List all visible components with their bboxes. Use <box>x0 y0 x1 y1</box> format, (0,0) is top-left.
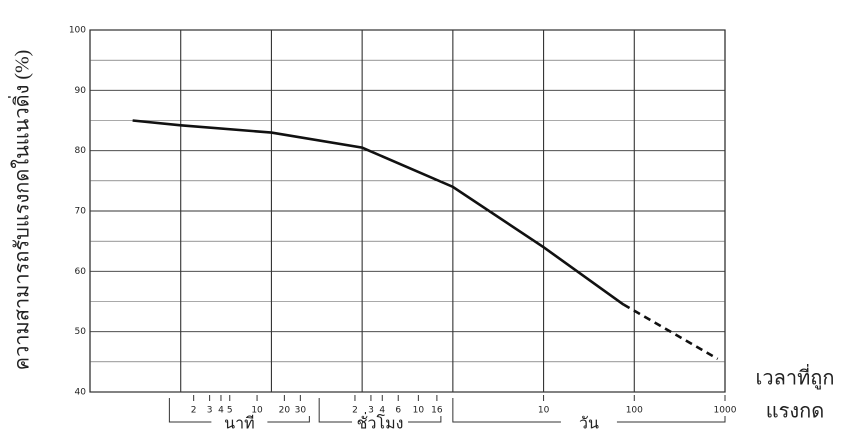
x-tick-label: 16 <box>431 406 443 416</box>
y-tick-label: 100 <box>69 26 86 36</box>
x-tick-label: 3 <box>368 406 374 416</box>
line <box>133 121 624 305</box>
x-tick-label: 10 <box>413 406 425 416</box>
y-axis-label: ความสามารถรับแรงกดในแนวดิ่ง (%) <box>8 50 34 371</box>
y-tick-label: 80 <box>75 146 87 156</box>
x-tick-label: 4 <box>218 406 224 416</box>
x-tick-label: 10 <box>538 406 550 416</box>
x-tick-label: 3 <box>207 406 213 416</box>
x-tick-label: 4 <box>379 406 385 416</box>
group-label: นาที <box>224 415 254 433</box>
x-tick-label: 2 <box>352 406 358 416</box>
group-label: วัน <box>579 416 599 433</box>
group-label: ชั่วโมง <box>357 412 404 433</box>
x-tick-label: 10 <box>251 406 263 416</box>
x-tick-label: 1000 <box>714 406 737 416</box>
x-tick-label: 5 <box>227 406 233 416</box>
y-tick-label: 40 <box>75 388 87 398</box>
x-tick-label: 2 <box>191 406 197 416</box>
y-tick-label: 90 <box>75 86 87 96</box>
x-tick-label: 30 <box>295 406 307 416</box>
x-tick-label: 100 <box>626 406 643 416</box>
y-tick-label: 50 <box>75 327 87 337</box>
chart: ความสามารถรับแรงกดในแนวดิ่ง (%) เวลาที่ถ… <box>0 0 853 448</box>
x-tick-label: 20 <box>279 406 291 416</box>
y-tick-label: 60 <box>75 267 87 277</box>
x-axis-label: เวลาที่ถูก <box>756 364 835 391</box>
x-axis-label: แรงกด <box>766 401 825 423</box>
x-tick-label: 6 <box>395 406 401 416</box>
y-tick-label: 70 <box>75 207 87 217</box>
